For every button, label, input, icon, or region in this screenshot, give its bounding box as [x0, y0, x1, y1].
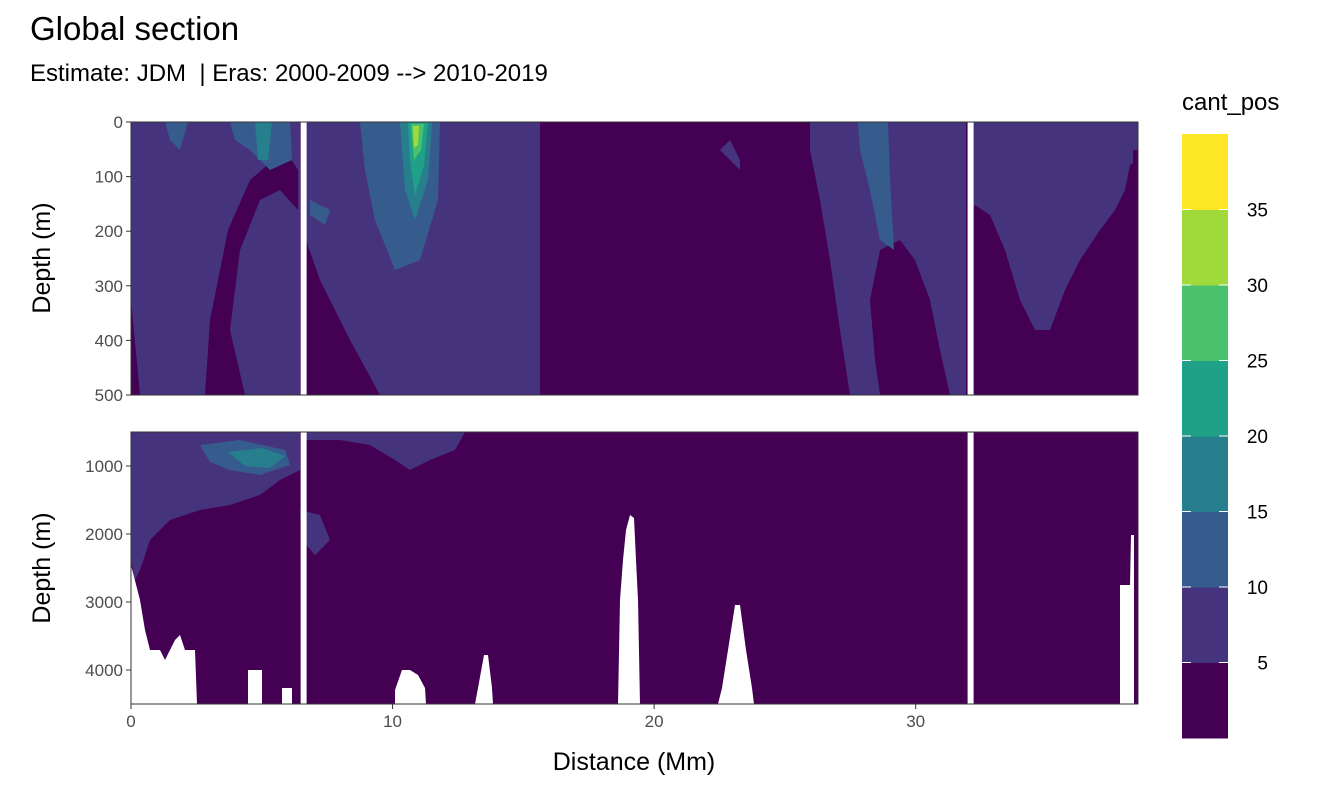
contour-band-upper-14: [413, 126, 419, 148]
upper-y-tick-label-4: 400: [95, 331, 123, 350]
upper-y-tick-label-5: 500: [95, 386, 123, 405]
panel-upper: 0 100 200 300 400 500: [95, 113, 1139, 405]
section-gap-lower-0: [300, 432, 307, 704]
legend-swatch-4: [1182, 360, 1228, 437]
contour-band-lower-1: [306, 432, 465, 470]
legend-swatch-3: [1182, 436, 1228, 512]
chart-title: Global section: [30, 10, 240, 47]
legend-label-3: 20: [1247, 427, 1268, 448]
x-tick-label-2: 20: [645, 712, 664, 731]
section-gap-upper-0: [300, 122, 307, 395]
legend-swatch-6: [1182, 209, 1228, 286]
contour-band-upper-15: [131, 300, 140, 395]
x-axis: 0 10 20 30: [126, 704, 925, 731]
x-axis-title: Distance (Mm): [553, 748, 716, 776]
legend-swatch-0: [1182, 662, 1228, 739]
upper-y-tick-label-0: 0: [114, 113, 123, 132]
seafloor-mask-0: [131, 565, 197, 704]
lower-y-tick-label-1: 2000: [85, 525, 123, 544]
legend-title: cant_pos: [1182, 89, 1279, 116]
contour-band-upper-8: [310, 200, 330, 225]
contour-band-upper-9: [858, 122, 894, 250]
section-gap-upper-1: [967, 122, 974, 395]
upper-y-tick-label-3: 300: [95, 277, 123, 296]
legend-label-2: 15: [1247, 503, 1268, 524]
legend-label-4: 25: [1247, 352, 1268, 373]
legend-label-0: 5: [1257, 654, 1268, 675]
legend-swatch-2: [1182, 511, 1228, 588]
seafloor-mask-4: [475, 655, 493, 704]
x-tick-label-0: 0: [126, 712, 135, 731]
contour-band-upper-0: [131, 122, 300, 395]
panel-upper-border: [130, 121, 1139, 396]
legend-swatch-1: [1182, 587, 1228, 663]
contour-band-upper-1: [306, 122, 540, 395]
legend-label-1: 10: [1247, 578, 1268, 599]
panel-lower: 1000 2000 3000 4000: [85, 431, 1139, 705]
y-axis-title-lower: Depth (m): [28, 512, 56, 623]
contour-band-lower-3: [228, 448, 285, 468]
chart-subtitle: Estimate: JDM | Eras: 2000-2009 --> 2010…: [30, 60, 548, 87]
seafloor-mask-5: [618, 515, 640, 704]
lower-y-tick-label-2: 3000: [85, 593, 123, 612]
legend-swatch-7: [1182, 134, 1228, 210]
contour-band-lower-4: [300, 510, 330, 555]
upper-y-tick-label-2: 200: [95, 222, 123, 241]
seafloor-mask-7: [1120, 535, 1134, 704]
lower-y-tick-label-0: 1000: [85, 457, 123, 476]
x-tick-label-3: 30: [906, 712, 925, 731]
section-gap-lower-1: [967, 432, 974, 704]
lower-y-tick-label-3: 4000: [85, 661, 123, 680]
contour-band-upper-3: [810, 122, 966, 395]
contour-band-upper-16: [1133, 150, 1138, 395]
panel-lower-border: [130, 431, 1139, 705]
contour-band-upper-4: [972, 122, 1138, 330]
upper-y-tick-label-1: 100: [95, 168, 123, 187]
legend-label-6: 35: [1247, 201, 1268, 222]
seafloor-mask-2: [282, 688, 292, 704]
seafloor-mask-6: [718, 605, 754, 704]
contour-band-upper-10: [255, 122, 272, 160]
legend-label-5: 30: [1247, 276, 1268, 297]
contour-band-upper-5: [165, 122, 188, 150]
seafloor-mask-3: [395, 670, 426, 704]
color-legend: cant_pos 5 10 15 20 25 30 35: [1182, 89, 1279, 739]
legend-swatch-5: [1182, 285, 1228, 361]
seafloor-mask-1: [248, 670, 262, 704]
x-tick-label-1: 10: [383, 712, 402, 731]
y-axis-title-upper: Depth (m): [28, 202, 56, 313]
